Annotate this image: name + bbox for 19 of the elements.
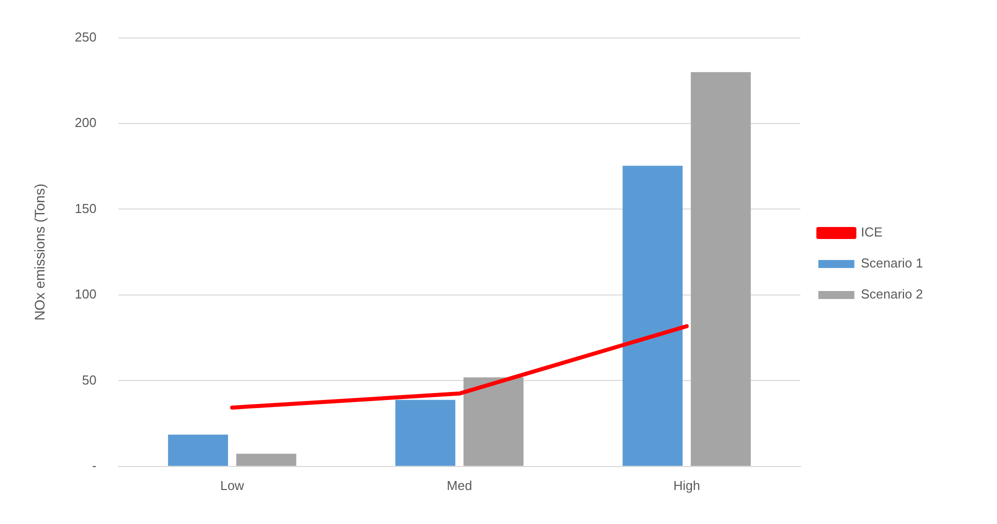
bar (395, 400, 456, 466)
bar (168, 434, 228, 466)
legend-label: ICE (860, 224, 883, 240)
y-axis-title: NOx emissions (Tons) (31, 184, 48, 321)
y-tick-label: 100 (74, 286, 96, 302)
bar (236, 454, 296, 466)
bar (690, 72, 751, 466)
x-tick-label: Med (446, 478, 472, 493)
x-tick-label: Low (220, 478, 245, 493)
bar (622, 166, 683, 466)
bar (464, 377, 524, 466)
y-tick-label: 200 (74, 115, 96, 130)
legend-label: Scenario 1 (860, 256, 924, 271)
y-tick-label: 50 (82, 372, 96, 388)
y-tick-label: 150 (74, 200, 96, 216)
x-tick-label: High (673, 478, 700, 493)
y-tick-label: - (92, 458, 96, 473)
legend-label: Scenario 2 (860, 286, 924, 302)
y-tick-label: 250 (74, 29, 96, 44)
